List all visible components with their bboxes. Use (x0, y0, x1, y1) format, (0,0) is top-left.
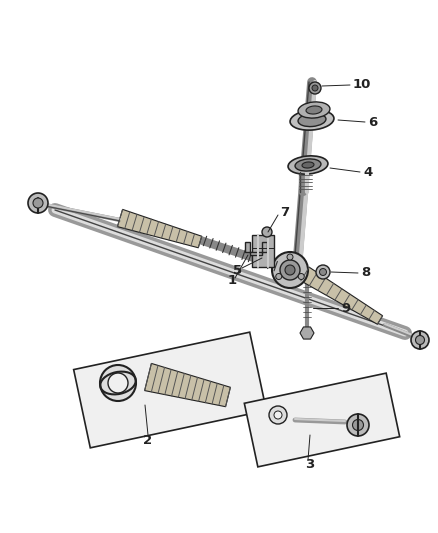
Text: 7: 7 (280, 206, 289, 220)
Text: 2: 2 (143, 433, 152, 447)
Text: 5: 5 (233, 263, 243, 277)
Circle shape (298, 273, 304, 279)
Ellipse shape (306, 106, 322, 114)
Polygon shape (245, 242, 267, 255)
Circle shape (280, 260, 300, 280)
Polygon shape (117, 209, 202, 248)
Ellipse shape (288, 156, 328, 174)
Circle shape (347, 414, 369, 436)
Circle shape (28, 193, 48, 213)
Circle shape (262, 227, 272, 237)
Circle shape (319, 269, 326, 276)
Circle shape (287, 254, 293, 260)
Circle shape (312, 85, 318, 91)
Text: 4: 4 (363, 166, 372, 179)
Ellipse shape (290, 110, 334, 130)
Circle shape (309, 82, 321, 94)
Text: 6: 6 (368, 116, 377, 128)
Text: 8: 8 (361, 266, 370, 279)
FancyBboxPatch shape (252, 235, 274, 267)
Circle shape (272, 252, 308, 288)
Circle shape (353, 419, 364, 431)
Circle shape (274, 411, 282, 419)
Circle shape (411, 331, 429, 349)
Circle shape (108, 373, 128, 393)
Polygon shape (301, 267, 383, 324)
Text: 9: 9 (341, 302, 350, 314)
Text: 1: 1 (227, 274, 237, 287)
Text: 10: 10 (353, 78, 371, 92)
Ellipse shape (295, 159, 321, 171)
Ellipse shape (298, 114, 326, 127)
Ellipse shape (298, 102, 330, 118)
Polygon shape (74, 332, 266, 448)
Circle shape (100, 365, 136, 401)
Polygon shape (145, 364, 230, 407)
Circle shape (285, 265, 295, 275)
Circle shape (33, 198, 43, 208)
Ellipse shape (302, 162, 314, 168)
Circle shape (269, 406, 287, 424)
Circle shape (276, 273, 282, 279)
Text: 3: 3 (305, 458, 314, 472)
Circle shape (416, 335, 424, 344)
Circle shape (316, 265, 330, 279)
Polygon shape (244, 373, 399, 467)
